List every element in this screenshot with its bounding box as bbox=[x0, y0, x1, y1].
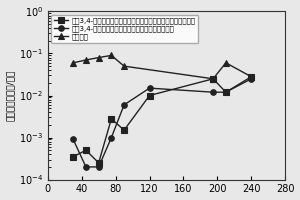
聚（3,4-二氧乙基）噪吞复合金属涂料（掃杂磷酸） bbox=[84, 166, 88, 168]
聚（3,4-二氧乙基）噪吞复合金属涂料（掃杂磷酸） bbox=[97, 166, 101, 168]
聚（3,4-二氧乙基）噪吞复合金属涂料（掃杂馒酸钓二水合物） bbox=[97, 162, 101, 164]
Line: 环氧基底: 环氧基底 bbox=[70, 53, 254, 82]
环氧基底 bbox=[211, 78, 215, 80]
聚（3,4-二氧乙基）噪吞复合金属涂料（掃杂磷酸） bbox=[211, 91, 215, 93]
Line: 聚（3,4-二氧乙基）噪吞复合金属涂料（掃杂馒酸钓二水合物）: 聚（3,4-二氧乙基）噪吞复合金属涂料（掃杂馒酸钓二水合物） bbox=[70, 74, 254, 166]
聚（3,4-二氧乙基）噪吞复合金属涂料（掃杂磷酸） bbox=[122, 104, 126, 106]
Y-axis label: 腥蚀速率（毫米/年）: 腥蚀速率（毫米/年） bbox=[6, 70, 15, 121]
聚（3,4-二氧乙基）噪吞复合金属涂料（掃杂馒酸钓二水合物） bbox=[148, 94, 151, 97]
环氧基底 bbox=[110, 54, 113, 57]
聚（3,4-二氧乙基）噪吞复合金属涂料（掃杂馒酸钓二水合物） bbox=[71, 156, 75, 158]
聚（3,4-二氧乙基）噪吞复合金属涂料（掃杂磷酸） bbox=[71, 138, 75, 141]
聚（3,4-二氧乙基）噪吞复合金属涂料（掃杂磷酸） bbox=[224, 91, 228, 93]
聚（3,4-二氧乙基）噪吞复合金属涂料（掃杂馒酸钓二水合物） bbox=[211, 78, 215, 80]
环氧基底 bbox=[84, 59, 88, 61]
聚（3,4-二氧乙基）噪吞复合金属涂料（掃杂磷酸） bbox=[148, 87, 151, 89]
环氧基底 bbox=[97, 56, 101, 59]
聚（3,4-二氧乙基）噪吞复合金属涂料（掃杂馒酸钓二水合物） bbox=[224, 91, 228, 93]
聚（3,4-二氧乙基）噪吞复合金属涂料（掃杂馒酸钓二水合物） bbox=[250, 76, 253, 78]
Line: 聚（3,4-二氧乙基）噪吞复合金属涂料（掃杂磷酸）: 聚（3,4-二氧乙基）噪吞复合金属涂料（掃杂磷酸） bbox=[70, 76, 254, 170]
环氧基底 bbox=[71, 62, 75, 64]
聚（3,4-二氧乙基）噪吞复合金属涂料（掃杂磷酸） bbox=[250, 78, 253, 80]
聚（3,4-二氧乙基）噪吞复合金属涂料（掃杂馒酸钓二水合物） bbox=[84, 149, 88, 151]
聚（3,4-二氧乙基）噪吞复合金属涂料（掃杂馒酸钓二水合物） bbox=[110, 118, 113, 120]
Legend: 聚（3,4-二氧乙基）噪吞复合金属涂料（掃杂馒酸钓二水合物）, 聚（3,4-二氧乙基）噪吞复合金属涂料（掃杂磷酸）, 环氧基底: 聚（3,4-二氧乙基）噪吞复合金属涂料（掃杂馒酸钓二水合物）, 聚（3,4-二氧… bbox=[51, 15, 198, 43]
环氧基底 bbox=[122, 65, 126, 67]
聚（3,4-二氧乙基）噪吞复合金属涂料（掃杂馒酸钓二水合物） bbox=[122, 129, 126, 131]
环氧基底 bbox=[250, 76, 253, 78]
聚（3,4-二氧乙基）噪吞复合金属涂料（掃杂磷酸） bbox=[110, 136, 113, 139]
环氧基底 bbox=[224, 62, 228, 64]
